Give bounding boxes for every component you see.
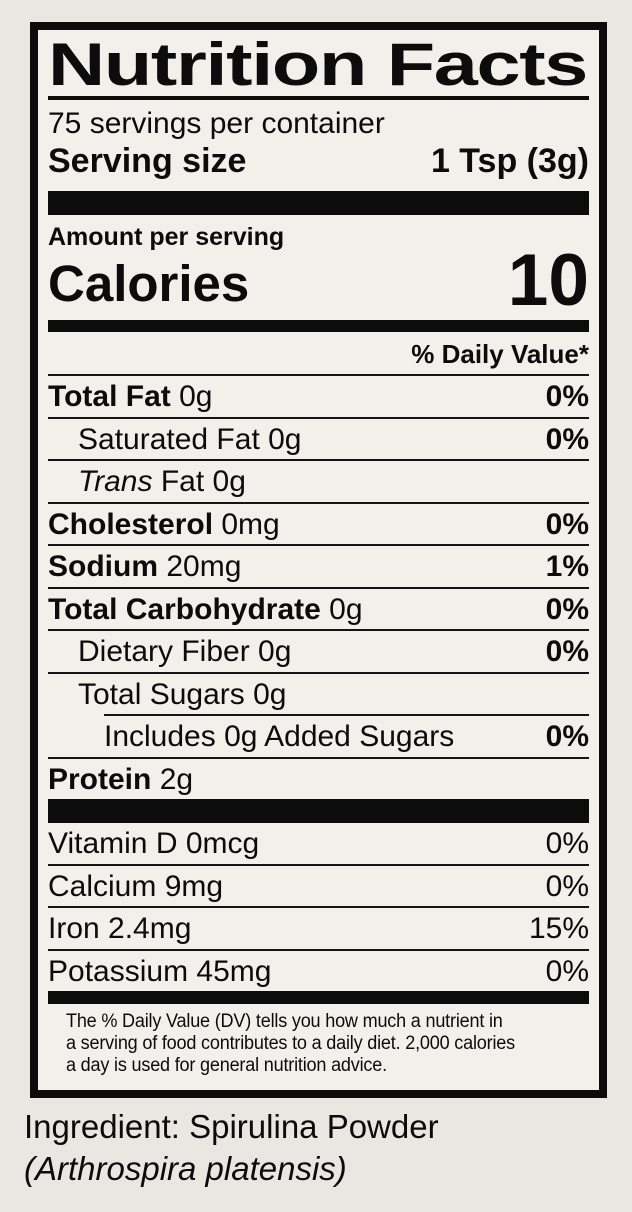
daily-value-percent: 0%	[545, 635, 589, 669]
medium-divider-bar	[48, 991, 589, 1005]
label-title: Nutrition Facts	[48, 31, 588, 98]
nutrient-row: Iron 2.4mg 15%	[48, 908, 589, 951]
nutrient-row: Cholesterol 0mg 0%	[48, 504, 589, 547]
nutrition-facts-label: Nutrition Facts 75 servings per containe…	[30, 22, 607, 1098]
nutrient-row: Vitamin D 0mcg 0%	[48, 823, 589, 866]
nutrient-row: Includes 0g Added Sugars 0%	[48, 716, 589, 759]
nutrient-name: Dietary Fiber 0g	[78, 635, 292, 669]
nutrient-row: Total Fat 0g 0%	[48, 376, 589, 419]
indented-separator	[104, 714, 589, 717]
daily-value-percent: 0%	[545, 869, 589, 903]
daily-value-percent: 0%	[545, 422, 589, 456]
nutrient-name: Total Carbohydrate 0g	[48, 592, 363, 626]
nutrient-row: Sodium 20mg 1%	[48, 546, 589, 589]
nutrient-name: Cholesterol 0mg	[48, 507, 280, 541]
daily-value-percent: 0%	[545, 720, 589, 754]
nutrient-name: Vitamin D 0mcg	[48, 827, 260, 861]
vitamin-rows: Vitamin D 0mcg 0% Calcium 9mg 0% Iron 2.4mg 1…	[48, 823, 589, 991]
nutrient-name: Sodium 20mg	[48, 550, 242, 584]
daily-value-percent: 0%	[545, 827, 589, 861]
nutrient-name: Saturated Fat 0g	[78, 422, 302, 456]
nutrient-name: Potassium 45mg	[48, 954, 272, 988]
nutrient-name: Total Sugars 0g	[78, 677, 287, 711]
nutrient-name: Trans Fat 0g	[78, 465, 246, 499]
daily-value-percent: 1%	[545, 550, 589, 584]
nutrient-name: Protein 2g	[48, 762, 194, 796]
nutrient-row: Saturated Fat 0g 0%	[48, 419, 589, 462]
nutrient-row: Total Carbohydrate 0g 0%	[48, 589, 589, 632]
nutrient-rows: Total Fat 0g 0% Saturated Fat 0g 0% Trans Fa…	[48, 376, 589, 799]
calories-row: Calories 10	[48, 239, 589, 321]
nutrient-row: Protein 2g	[48, 759, 589, 800]
medium-divider-bar	[48, 320, 589, 333]
ingredient-scientific-name: (Arthrospira platensis)	[24, 1149, 347, 1187]
serving-size-label: Serving size	[48, 142, 247, 180]
daily-value-header: % Daily Value*	[48, 332, 589, 377]
serving-size-row: Serving size 1 Tsp (3g)	[48, 140, 589, 191]
footnote-line: a serving of food contributes to a daily…	[66, 1032, 515, 1054]
footnote-line: a day is used for general nutrition advi…	[66, 1054, 387, 1076]
serving-size-value: 1 Tsp (3g)	[430, 142, 589, 180]
daily-value-percent: 0%	[545, 954, 589, 988]
calories-label: Calories	[48, 254, 250, 312]
daily-value-percent: 0%	[545, 380, 589, 414]
daily-value-percent: 15%	[528, 912, 589, 946]
nutrient-row: Dietary Fiber 0g 0%	[48, 631, 589, 674]
ingredient-line: Ingredient: Spirulina Powder	[24, 1108, 439, 1145]
label-title-block: Nutrition Facts	[48, 30, 589, 100]
nutrient-row: Calcium 9mg 0%	[48, 866, 589, 909]
footnote-line: The % Daily Value (DV) tells you how muc…	[66, 1011, 503, 1033]
thick-divider-bar	[48, 799, 589, 824]
nutrient-name: Calcium 9mg	[48, 869, 224, 903]
nutrient-row: Trans Fat 0g	[48, 461, 589, 504]
daily-value-percent: 0%	[545, 507, 589, 541]
nutrient-name: Includes 0g Added Sugars	[104, 720, 455, 754]
amount-per-serving-label: Amount per serving	[48, 223, 285, 252]
servings-per-container: 75 servings per container	[48, 107, 385, 140]
daily-value-percent: 0%	[545, 592, 589, 626]
nutrient-name: Iron 2.4mg	[48, 912, 192, 946]
ingredients-block: Ingredient: Spirulina Powder (Arthrospir…	[24, 1106, 439, 1190]
calories-value: 10	[507, 239, 589, 321]
nutrient-row: Potassium 45mg 0%	[48, 951, 589, 992]
thick-divider-bar	[48, 191, 589, 216]
nutrient-row: Total Sugars 0g	[48, 674, 589, 715]
nutrient-name: Total Fat 0g	[48, 380, 213, 414]
daily-value-footnote: The % Daily Value (DV) tells you how muc…	[48, 1004, 589, 1076]
